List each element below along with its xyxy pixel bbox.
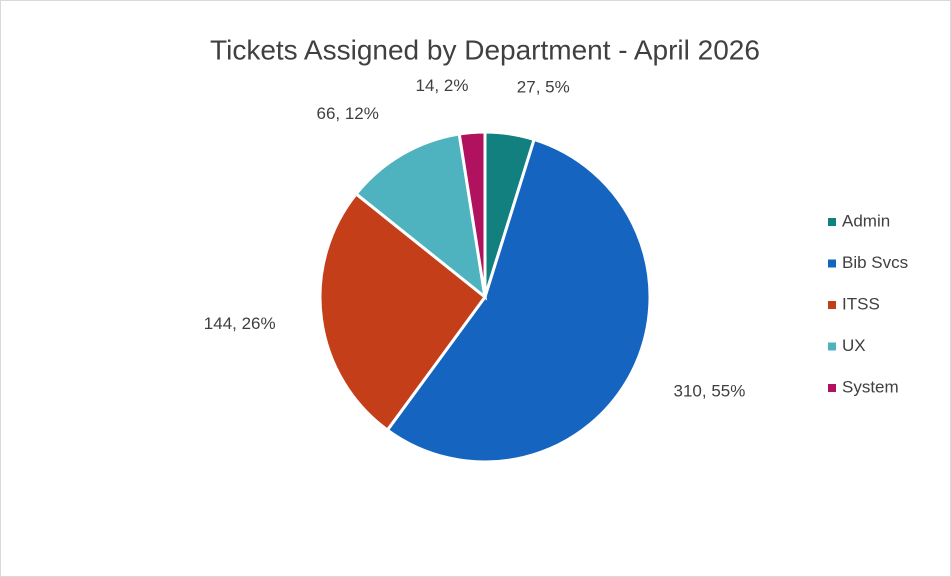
data-label: 310, 55% [674,382,746,401]
data-label: 144, 26% [204,314,276,333]
legend-swatch [828,218,836,226]
pie-slice [457,130,487,298]
data-label: 27, 5% [517,78,570,97]
data-label: 14, 2% [416,76,469,95]
legend-swatch [828,342,836,351]
legend-label: UX [842,336,866,355]
pie-slice [354,132,488,301]
legend-label: Admin [842,211,890,230]
data-label: 66, 12% [316,104,378,123]
legend-label: System [842,377,899,396]
chart-title: Tickets Assigned by Department - April 2… [210,34,760,65]
legend-label: Bib Svcs [842,253,908,272]
legend-swatch [828,301,836,309]
pie-slice [385,137,652,464]
legend-swatch [828,384,836,392]
legend-swatch [828,259,836,268]
legend-label: ITSS [842,294,880,313]
pie-slice [318,191,488,433]
